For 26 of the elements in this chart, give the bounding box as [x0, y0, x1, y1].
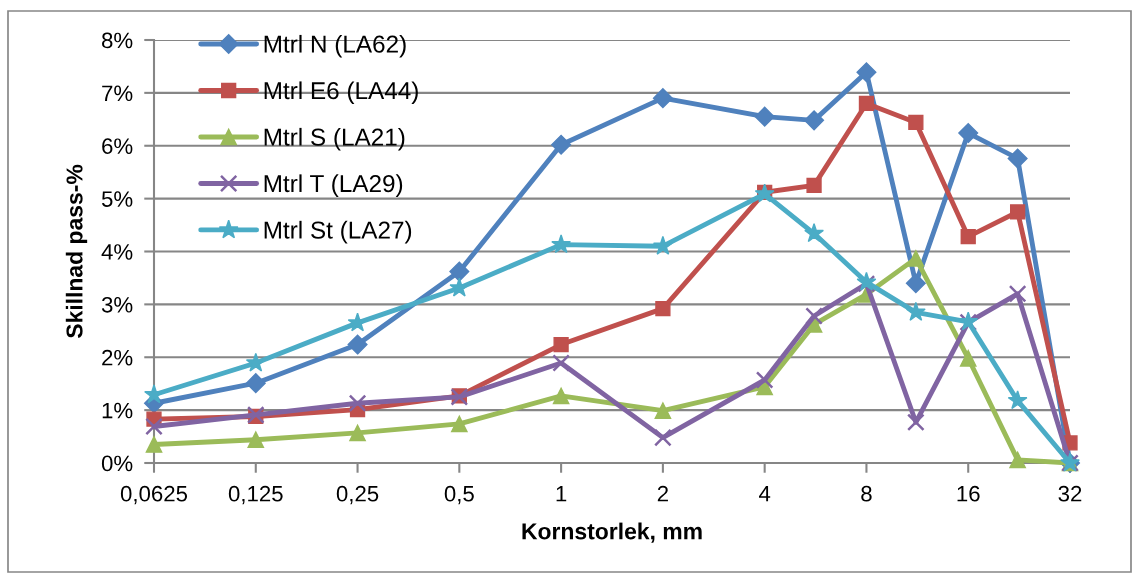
x-tick-label: 0,125 [228, 485, 283, 505]
x-tick-label: 2 [657, 485, 668, 502]
y-axis-title: Skillnad pass-% [65, 164, 88, 339]
legend-label: Mtrl S (LA21) [264, 127, 405, 151]
x-axis-title: Kornstorlek, mm [522, 522, 702, 543]
x-tick-label: 32 [1058, 485, 1082, 502]
legend-label: Mtrl N (LA62) [264, 34, 406, 58]
x-tick-label: 0,25 [336, 485, 379, 505]
legend-label: Mtrl T (LA29) [264, 174, 403, 197]
x-tick-label: 16 [957, 485, 980, 502]
y-tick-label: 4% [101, 244, 133, 260]
y-tick-label: 8% [102, 32, 133, 49]
y-tick-label: 2% [102, 349, 133, 366]
y-tick-label: 6% [102, 138, 133, 155]
x-tick-label: 4 [759, 486, 771, 502]
x-tick-label: 8 [861, 485, 872, 502]
legend-label: Mtrl E6 (LA44) [264, 81, 418, 105]
y-tick-label: 7% [102, 85, 133, 102]
y-tick-label: 3% [101, 296, 133, 313]
x-tick-label: 0,5 [444, 485, 474, 505]
y-tick-label: 1% [102, 402, 133, 419]
x-tick-label: 1 [556, 486, 567, 502]
x-tick-label: 0,0625 [120, 485, 188, 505]
y-tick-label: 0% [101, 455, 133, 472]
y-tick-label: 5% [101, 191, 133, 207]
legend-label: Mtrl St (LA27) [264, 220, 412, 244]
